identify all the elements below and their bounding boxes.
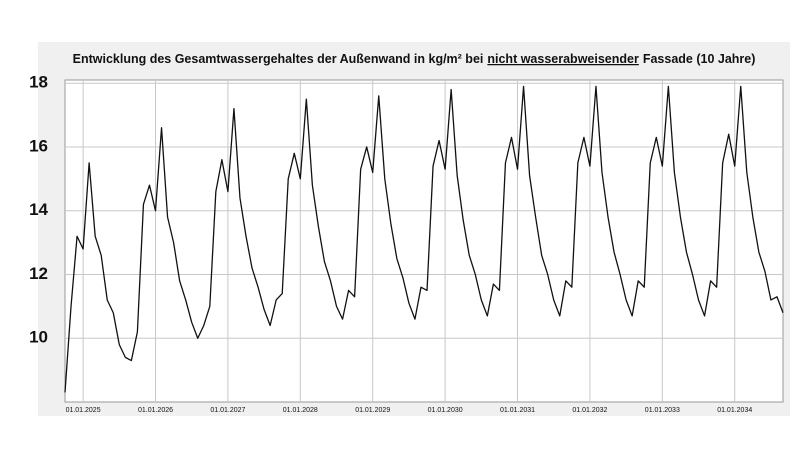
y-tick-label: 16 xyxy=(29,136,48,155)
x-tick-label: 01.01.2033 xyxy=(645,407,680,414)
data-line xyxy=(64,85,784,393)
x-tick-label: 01.01.2029 xyxy=(355,407,390,414)
plot-area xyxy=(64,79,784,403)
x-tick-label: 01.01.2034 xyxy=(717,407,752,414)
title-part: Entwicklung des Gesamtwassergehaltes der… xyxy=(73,52,484,66)
y-tick-label: 18 xyxy=(29,73,48,92)
x-tick-label: 01.01.2027 xyxy=(210,407,245,414)
chart-title: Entwicklung des Gesamtwassergehaltes der… xyxy=(73,52,756,66)
title-underlined: nicht wasserabweisender xyxy=(487,52,639,66)
x-tick-label: 01.01.2031 xyxy=(500,407,535,414)
title-part: Fassade (10 Jahre) xyxy=(643,52,756,66)
y-tick-label: 10 xyxy=(29,328,48,347)
x-tick-label: 01.01.2032 xyxy=(572,407,607,414)
x-tick-label: 01.01.2028 xyxy=(283,407,318,414)
x-tick-label: 01.01.2025 xyxy=(66,407,101,414)
y-tick-label: 14 xyxy=(29,200,48,219)
x-tick-label: 01.01.2026 xyxy=(138,407,173,414)
x-tick-label: 01.01.2030 xyxy=(428,407,463,414)
y-tick-label: 12 xyxy=(29,264,48,283)
